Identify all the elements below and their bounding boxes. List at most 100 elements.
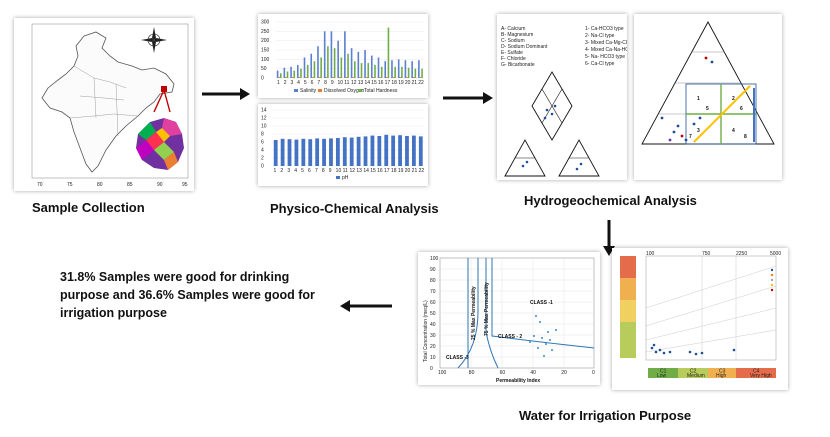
y-tick-label: 4 <box>261 148 264 154</box>
x-tick-label: 15 <box>371 80 377 86</box>
y-tick-label: 2 <box>261 156 264 162</box>
svg-text:5: 5 <box>706 106 709 112</box>
bar <box>327 46 329 78</box>
y-tick-label: 10 <box>261 124 267 130</box>
bar <box>315 138 320 166</box>
x-tick-label: 16 <box>378 80 384 86</box>
bar <box>380 66 383 78</box>
x-tick-label: 7 <box>315 168 318 174</box>
piper-legend-item: 3- Mixed Ca-Mg-Cl type <box>585 40 627 46</box>
x-tick-label: 12 <box>350 168 356 174</box>
bar <box>312 77 314 78</box>
map-xtick: 95 <box>182 182 188 188</box>
salinity-band-label: C2 <box>690 369 697 375</box>
y-tick-label: 20 <box>430 344 436 350</box>
y-tick-label: 70 <box>430 289 436 295</box>
x-tick-label: 5 <box>304 80 307 86</box>
bar <box>318 77 321 78</box>
legend-swatch <box>336 176 340 179</box>
piper-legend-item: C- Sodium <box>501 38 525 44</box>
map-xtick: 80 <box>97 182 103 188</box>
x-tick-label: 1 <box>274 168 277 174</box>
bar <box>372 77 375 78</box>
piper-legend-item: 4- Mixed Ca-Na-HCO3 type <box>585 47 627 53</box>
bar <box>370 135 375 166</box>
bar <box>308 139 313 166</box>
bar <box>384 61 387 78</box>
y-tick-label: 90 <box>430 267 436 273</box>
legend-label: Salinity <box>300 88 317 94</box>
legend-label: Dissolved Oxygen <box>324 88 365 94</box>
x-tick-label: 18 <box>391 80 397 86</box>
irrigation-caption: Water for Irrigation Purpose <box>519 408 692 423</box>
x-tick-label: 9 <box>329 168 332 174</box>
hydrogeochemical-caption: Hydrogeochemical Analysis <box>524 193 697 208</box>
bar <box>342 137 347 166</box>
bar <box>360 63 363 78</box>
salinity-band-label: High <box>716 373 727 379</box>
x-tick-label: 13 <box>356 168 362 174</box>
bar <box>404 60 407 78</box>
y-tick-label: 200 <box>261 38 270 44</box>
x-tick-label: 10 <box>338 80 344 86</box>
svg-text:4: 4 <box>732 128 735 134</box>
y-tick-label: 250 <box>261 29 270 35</box>
x-tick-label: 9 <box>331 80 334 86</box>
x-tick-label: 80 <box>469 370 475 376</box>
x-tick-label: 750 <box>702 251 711 257</box>
x-tick-label: 14 <box>364 80 370 86</box>
x-tick-label: 11 <box>344 80 349 86</box>
bar <box>320 57 322 78</box>
bar <box>419 77 422 78</box>
y-tick-label: 12 <box>261 116 267 122</box>
x-tick-label: 18 <box>391 168 397 174</box>
bar <box>370 55 373 78</box>
bar <box>354 61 356 78</box>
doneen-diagram-panel: CLASS -1 CLASS - 2 CLASS -3 25 % Max Per… <box>418 252 600 385</box>
bar <box>333 48 336 78</box>
sample-collection-caption: Sample Collection <box>32 200 145 215</box>
salinity-band <box>648 368 678 378</box>
bar <box>330 31 333 78</box>
max-permeability-75-label: 75 % Max Permeability <box>484 282 490 336</box>
bar <box>337 40 339 78</box>
x-tick-label: 19 <box>398 80 404 86</box>
bar <box>298 77 301 78</box>
piper-legend-item: 5- Na- HCO3 type <box>585 54 625 60</box>
bar <box>386 77 388 78</box>
bar <box>338 77 341 78</box>
x-tick-label: 3 <box>290 80 293 86</box>
x-tick-label: 15 <box>370 168 376 174</box>
bar <box>280 138 285 166</box>
ussl-diagram-panel: 100 750 2250 5000 C1 Low C2 Medium C3 High C4 Very… <box>612 248 788 390</box>
y-tick-label: 60 <box>430 300 436 306</box>
ternary-diagram: 1 2 3 4 5 6 7 8 <box>641 21 775 145</box>
y-tick-label: 0 <box>430 366 433 372</box>
svg-text:7: 7 <box>689 134 692 140</box>
y-tick-label: 6 <box>261 140 264 146</box>
x-tick-label: 13 <box>358 80 364 86</box>
y-tick-label: 8 <box>261 132 264 138</box>
salinity-band-label: Low <box>657 373 667 379</box>
bar <box>313 61 316 78</box>
y-tick-label: 0 <box>261 76 264 82</box>
piper-legend-item: A- Calcium <box>501 26 525 32</box>
bar <box>332 77 334 78</box>
bar <box>411 135 416 166</box>
piper-legend-item: F- Chloride <box>501 56 526 62</box>
piper-legend-item: B- Magnesium <box>501 32 533 38</box>
svg-text:1: 1 <box>697 96 700 102</box>
bar <box>287 139 292 166</box>
map-xtick: 90 <box>157 182 163 188</box>
svg-text:2: 2 <box>732 96 735 102</box>
bar <box>352 77 355 78</box>
x-tick-label: 11 <box>343 168 348 174</box>
bar-chart-bottom-panel: 14 12 10 8 6 4 2 0 1 2 3 4 5 6 7 8 9 10 11 12 13 14 15 16 17 18 19… <box>258 104 428 186</box>
bar <box>283 67 286 78</box>
salinity-band-label: C3 <box>719 369 726 375</box>
bar <box>306 64 309 78</box>
compass-icon <box>141 27 167 53</box>
x-tick-label: 3 <box>287 168 290 174</box>
x-tick-label: 2 <box>284 80 287 86</box>
bar <box>303 57 306 78</box>
